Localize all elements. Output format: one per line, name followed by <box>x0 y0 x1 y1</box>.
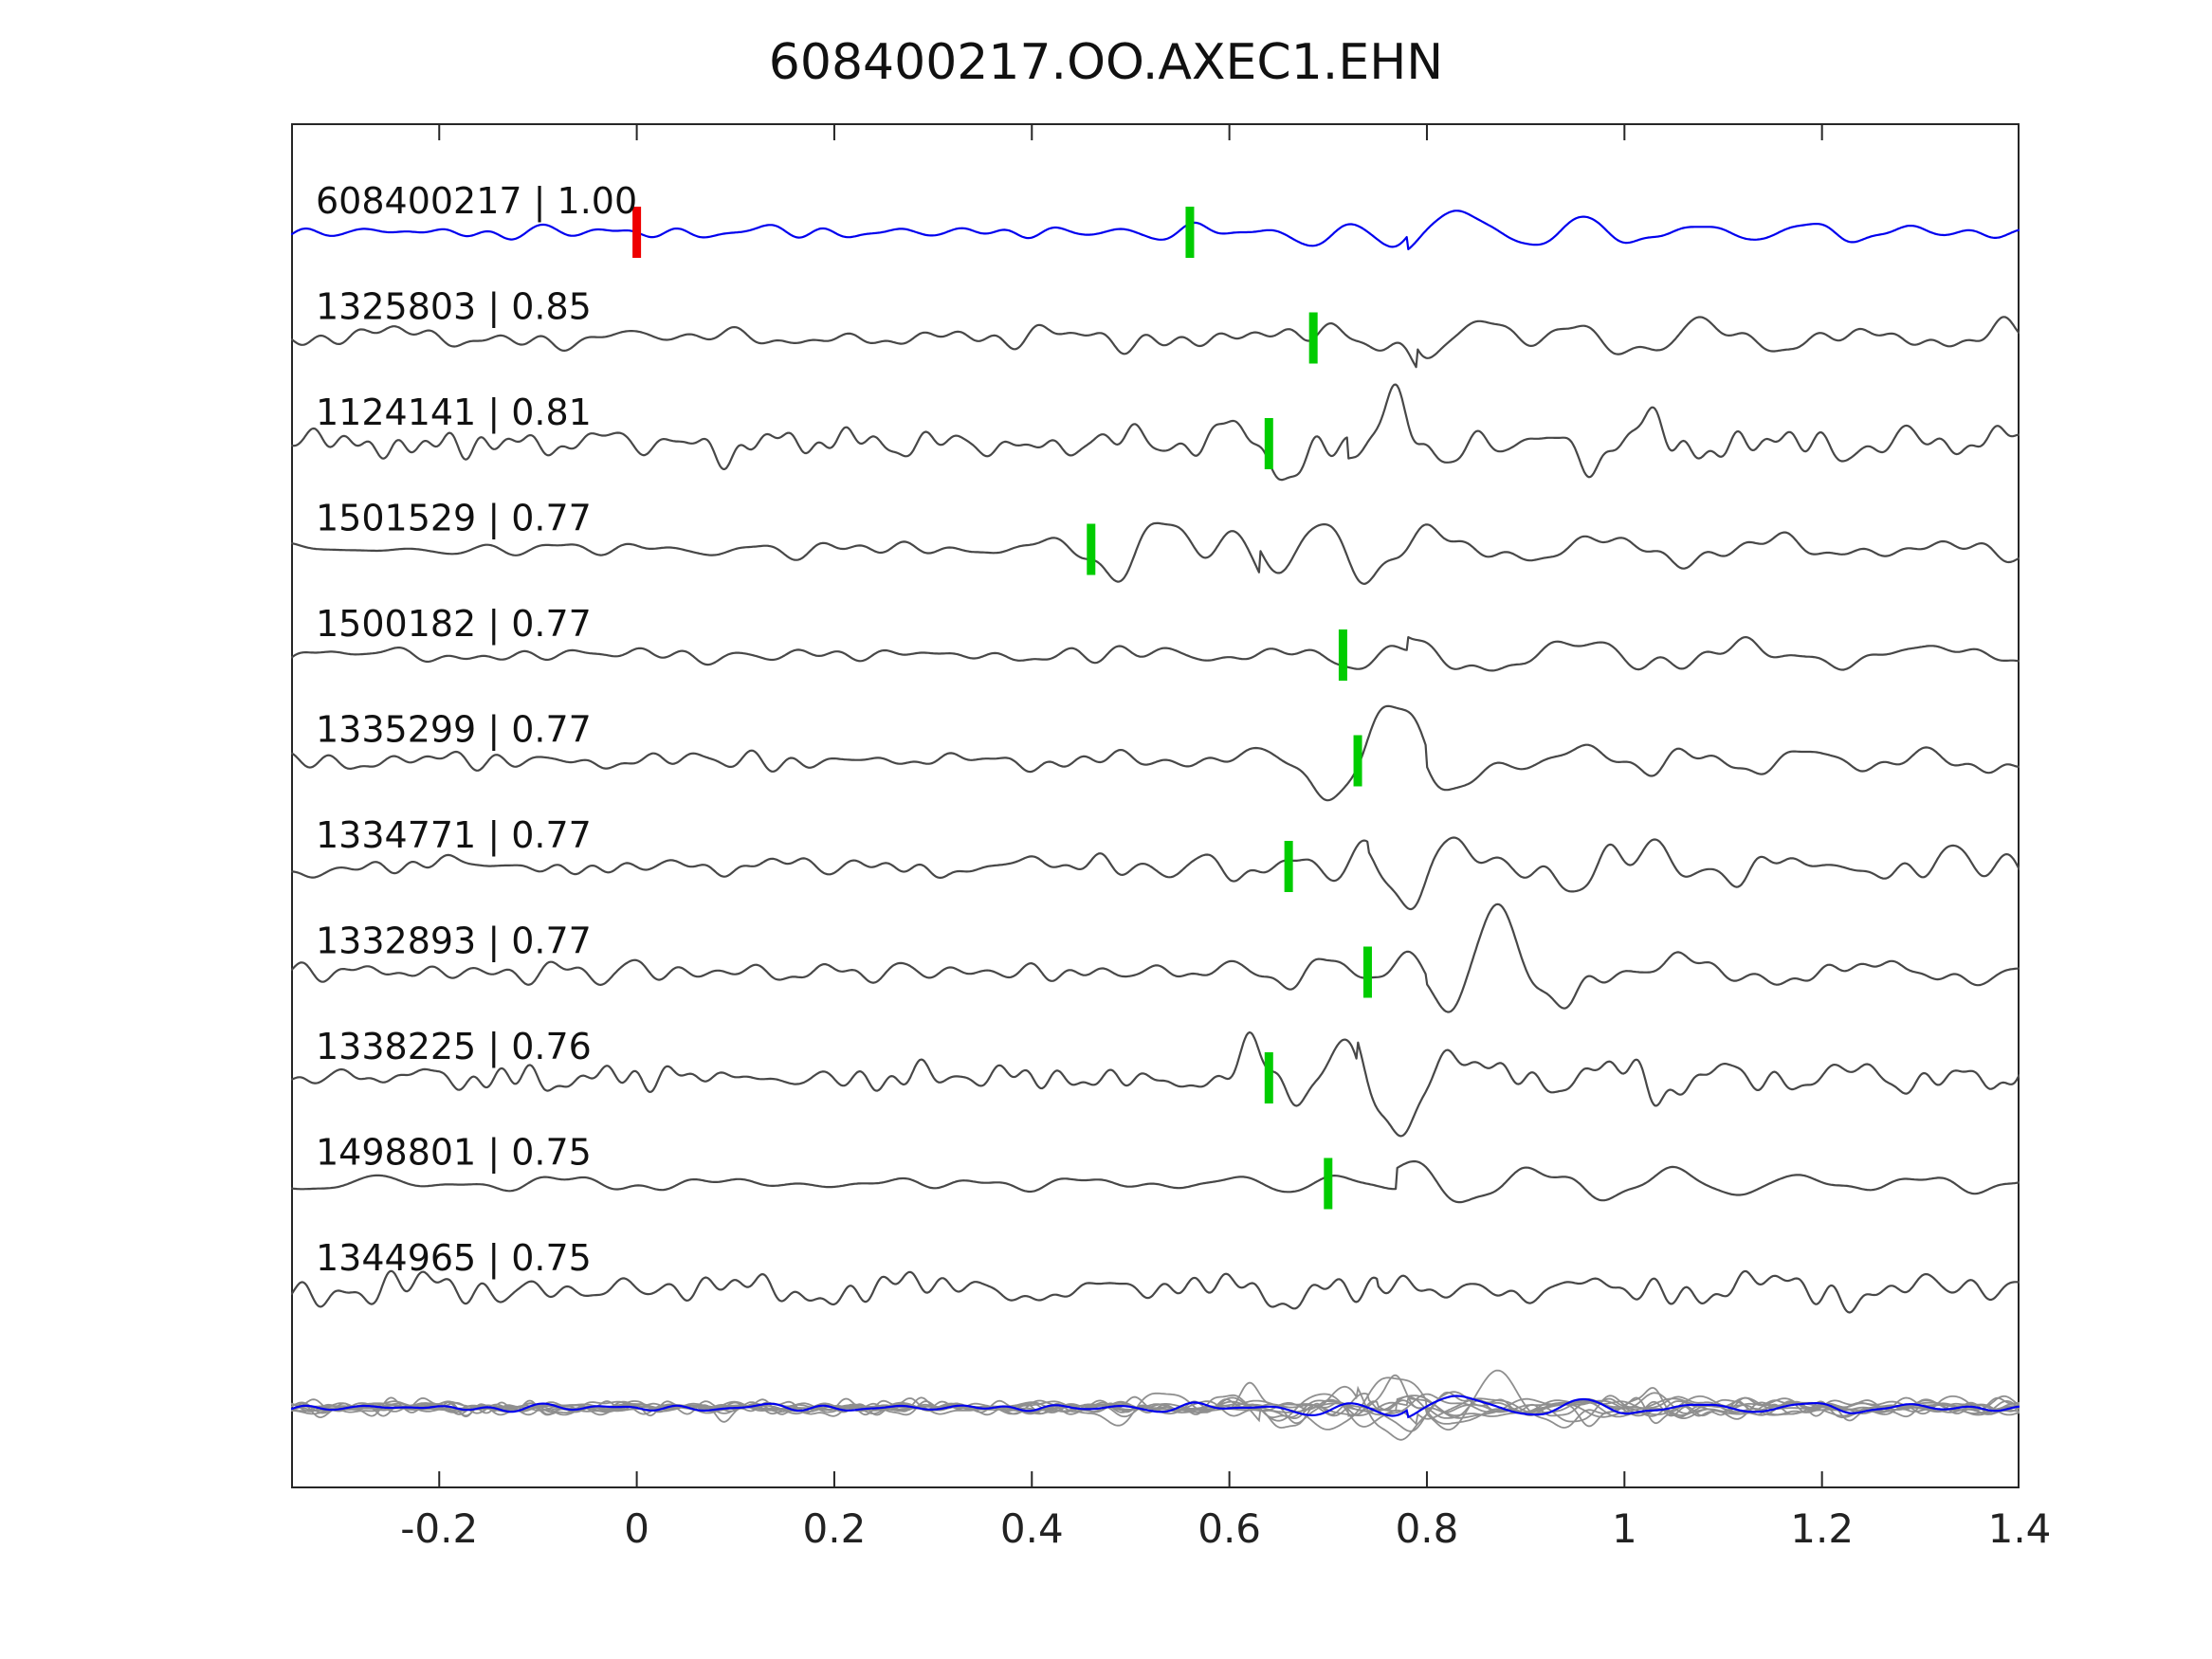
trace-label: 1124141 | 0.81 <box>316 392 592 434</box>
detection-trace <box>291 836 2020 911</box>
x-tick-label: -0.2 <box>400 1505 479 1552</box>
trace-label: 1500182 | 0.77 <box>316 603 592 646</box>
template-trace <box>291 210 2020 250</box>
detection-trace <box>291 1030 2020 1138</box>
x-tick-label: 0.6 <box>1197 1505 1262 1552</box>
x-tick-label: 0.2 <box>802 1505 867 1552</box>
trace-label: 1338225 | 0.76 <box>316 1026 592 1068</box>
trace-label: 1335299 | 0.77 <box>316 709 592 752</box>
plot-border <box>291 123 2020 1488</box>
x-tick-label: 1.4 <box>1987 1505 2052 1552</box>
x-tick-label: 0 <box>624 1505 649 1552</box>
trace-label: 1344965 | 0.75 <box>316 1237 592 1280</box>
trace-label: 1501529 | 0.77 <box>316 498 592 540</box>
detection-trace <box>291 635 2020 672</box>
x-tick-label: 0.8 <box>1395 1505 1459 1552</box>
detection-trace <box>291 902 2020 1013</box>
overlay-template-trace <box>291 1395 2020 1419</box>
detection-trace <box>291 1159 2020 1204</box>
overlay-trace <box>291 1395 2020 1419</box>
trace-label: 608400217 | 1.00 <box>316 180 637 223</box>
detection-trace <box>291 383 2020 482</box>
detection-trace <box>291 704 2020 802</box>
trace-label: 1334771 | 0.77 <box>316 814 592 857</box>
trace-label: 1332893 | 0.77 <box>316 921 592 963</box>
trace-label: 1498801 | 0.75 <box>316 1132 592 1175</box>
x-tick-label: 1.2 <box>1790 1505 1855 1552</box>
x-tick-label: 1 <box>1611 1505 1637 1552</box>
plot-area: 608400217 | 1.00 1325803 | 0.85 1124141 | … <box>291 123 2020 1488</box>
x-tick-label: 0.4 <box>999 1505 1064 1552</box>
detection-trace <box>291 1269 2020 1314</box>
detection-trace <box>291 316 2020 369</box>
overlay-trace <box>291 1369 2020 1431</box>
figure-title: 608400217.OO.AXEC1.EHN <box>768 34 1444 91</box>
detection-trace <box>291 521 2020 585</box>
trace-label: 1325803 | 0.85 <box>316 286 592 329</box>
waveform-plot: 608400217 | 1.00 1325803 | 0.85 1124141 | … <box>291 123 2020 1488</box>
